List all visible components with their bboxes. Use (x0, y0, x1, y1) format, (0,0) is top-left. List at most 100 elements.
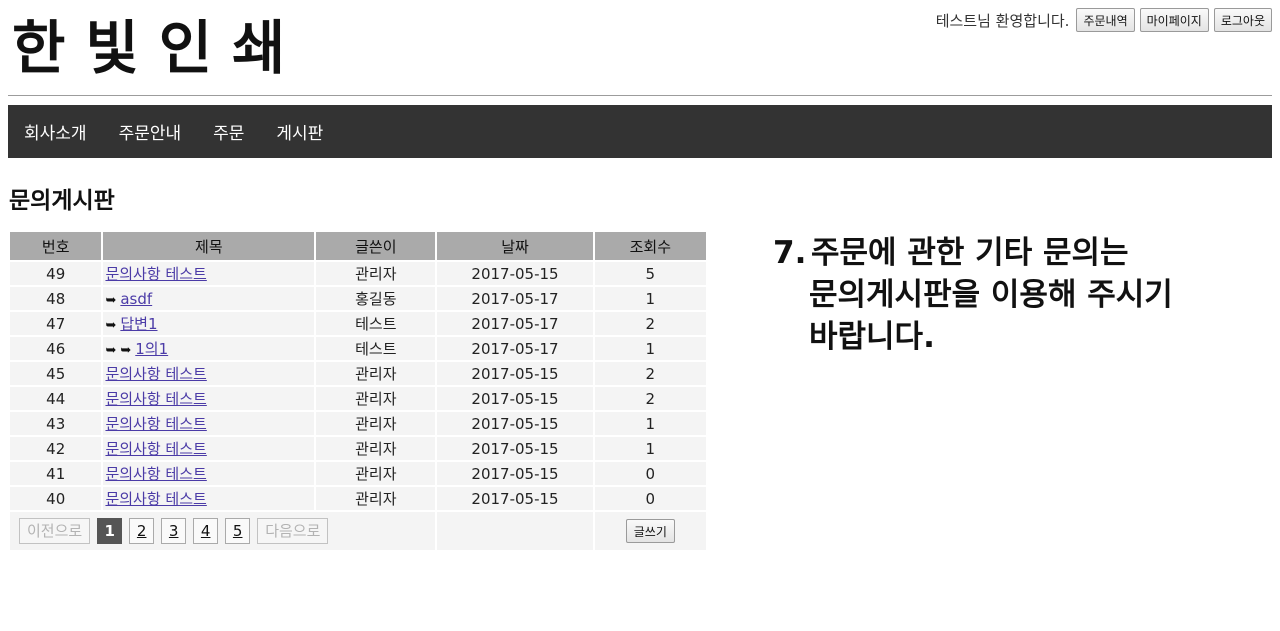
row-author: 관리자 (316, 437, 436, 460)
table-row: 45 문의사항 테스트 관리자 2017-05-15 2 (10, 362, 706, 385)
pager-spacer (437, 512, 593, 550)
row-date: 2017-05-15 (437, 487, 593, 510)
row-number: 42 (10, 437, 102, 460)
write-cell: 글쓰기 (594, 512, 706, 550)
row-views: 0 (594, 487, 706, 510)
row-title-cell: ➥ 답변1 (103, 312, 315, 335)
prev-page-button[interactable]: 이전으로 (19, 518, 91, 544)
page-2-button[interactable]: 2 (129, 518, 155, 544)
row-views: 5 (594, 262, 706, 285)
row-author: 관리자 (316, 387, 436, 410)
row-number: 45 (10, 362, 102, 385)
notice-line-2: 문의게시판을 이용해 주시기 (809, 277, 1173, 313)
row-number: 46 (10, 337, 102, 360)
write-button[interactable]: 글쓰기 (625, 519, 675, 543)
pagination: 이전으로 1 2 3 4 5 다음으로 (10, 512, 436, 550)
row-date: 2017-05-15 (437, 437, 593, 460)
table-row: 40 문의사항 테스트 관리자 2017-05-15 0 (10, 487, 706, 510)
page-5-button[interactable]: 5 (225, 518, 251, 544)
row-author: 테스트 (316, 312, 436, 335)
next-page-button[interactable]: 다음으로 (257, 518, 329, 544)
table-row: 41 문의사항 테스트 관리자 2017-05-15 0 (10, 462, 706, 485)
row-date: 2017-05-15 (437, 412, 593, 435)
column-header-views: 조회수 (594, 232, 706, 260)
table-row: 44 문의사항 테스트 관리자 2017-05-15 2 (10, 387, 706, 410)
row-views: 1 (594, 287, 706, 310)
row-number: 47 (10, 312, 102, 335)
row-number: 41 (10, 462, 102, 485)
page-3-button[interactable]: 3 (161, 518, 187, 544)
row-title-cell: ➥ asdf (103, 287, 315, 310)
row-date: 2017-05-17 (437, 312, 593, 335)
row-number: 49 (10, 262, 102, 285)
order-history-button[interactable]: 주문내역 (1076, 8, 1135, 32)
row-views: 2 (594, 387, 706, 410)
post-title-link[interactable]: 문의사항 테스트 (105, 265, 207, 283)
post-title-link[interactable]: asdf (120, 289, 153, 308)
page-1-button[interactable]: 1 (97, 518, 123, 544)
row-views: 0 (594, 462, 706, 485)
table-row: 43 문의사항 테스트 관리자 2017-05-15 1 (10, 412, 706, 435)
table-row: 42 문의사항 테스트 관리자 2017-05-15 1 (10, 437, 706, 460)
post-title-link[interactable]: 문의사항 테스트 (105, 490, 207, 508)
post-title-link[interactable]: 1의1 (135, 340, 169, 358)
row-views: 1 (594, 337, 706, 360)
row-date: 2017-05-15 (437, 387, 593, 410)
page-title: 문의게시판 (9, 188, 115, 214)
row-author: 홍길동 (316, 287, 436, 310)
pager-row: 이전으로 1 2 3 4 5 다음으로 글쓰기 (10, 512, 706, 550)
post-title-link[interactable]: 문의사항 테스트 (105, 390, 207, 408)
notice-text: 7. 주문에 관한 기타 문의는 문의게시판을 이용해 주시기 바랍니다. (773, 232, 1173, 358)
site-logo[interactable]: 한빛인쇄 (12, 14, 306, 82)
post-title-link[interactable]: 문의사항 테스트 (105, 365, 207, 383)
row-number: 48 (10, 287, 102, 310)
column-header-no: 번호 (10, 232, 102, 260)
reply-arrow-icon: ➥ (105, 292, 117, 308)
main-nav: 회사소개 주문안내 주문 게시판 (8, 105, 1272, 158)
table-row: 48 ➥ asdf 홍길동 2017-05-17 1 (10, 287, 706, 310)
table-row: 47 ➥ 답변1 테스트 2017-05-17 2 (10, 312, 706, 335)
reply-arrow-icon: ➥ (105, 343, 117, 358)
row-views: 1 (594, 412, 706, 435)
mypage-button[interactable]: 마이페이지 (1139, 8, 1209, 32)
reply-arrow-icon: ➥ (105, 318, 117, 333)
row-views: 1 (594, 437, 706, 460)
row-date: 2017-05-17 (437, 287, 593, 310)
notice-line-1: 주문에 관한 기타 문의는 (811, 235, 1129, 271)
reply-arrow-icon: ➥ (120, 343, 132, 358)
inquiry-board-table: 번호 제목 글쓴이 날짜 조회수 49 문의사항 테스트 관리자 2017-05-15… (8, 230, 708, 552)
nav-item-order[interactable]: 주문 (213, 124, 245, 144)
row-author: 관리자 (316, 487, 436, 510)
row-number: 44 (10, 387, 102, 410)
column-header-date: 날짜 (437, 232, 593, 260)
post-title-link[interactable]: 답변1 (120, 315, 158, 333)
post-title-link[interactable]: 문의사항 테스트 (105, 465, 207, 483)
row-title-cell: 문의사항 테스트 (103, 362, 315, 385)
row-title-cell: 문의사항 테스트 (103, 387, 315, 410)
row-author: 테스트 (316, 337, 436, 360)
page-4-button[interactable]: 4 (193, 518, 219, 544)
nav-item-board[interactable]: 게시판 (276, 124, 324, 144)
notice-line-3: 바랍니다. (809, 319, 935, 355)
table-body: 49 문의사항 테스트 관리자 2017-05-15 5 48 ➥ asdf 홍길동 2017-0… (10, 262, 706, 510)
row-date: 2017-05-15 (437, 462, 593, 485)
table-row: 46 ➥ ➥ 1의1 테스트 2017-05-17 1 (10, 337, 706, 360)
row-date: 2017-05-17 (437, 337, 593, 360)
header-divider (8, 95, 1272, 96)
logout-button[interactable]: 로그아웃 (1213, 8, 1272, 32)
nav-item-company[interactable]: 회사소개 (24, 124, 87, 144)
row-title-cell: 문의사항 테스트 (103, 437, 315, 460)
row-title-cell: ➥ ➥ 1의1 (103, 337, 315, 360)
row-views: 2 (594, 312, 706, 335)
user-bar: 테스트님 환영합니다. 주문내역 마이페이지 로그아웃 (936, 8, 1272, 32)
row-title-cell: 문의사항 테스트 (103, 412, 315, 435)
row-title-cell: 문의사항 테스트 (103, 262, 315, 285)
row-title-cell: 문의사항 테스트 (103, 487, 315, 510)
post-title-link[interactable]: 문의사항 테스트 (105, 415, 207, 433)
nav-item-order-guide[interactable]: 주문안내 (118, 124, 182, 144)
row-date: 2017-05-15 (437, 362, 593, 385)
welcome-text: 테스트님 환영합니다. (935, 11, 1070, 30)
notice-number: 7. (773, 235, 807, 271)
row-number: 43 (10, 412, 102, 435)
post-title-link[interactable]: 문의사항 테스트 (105, 440, 207, 458)
